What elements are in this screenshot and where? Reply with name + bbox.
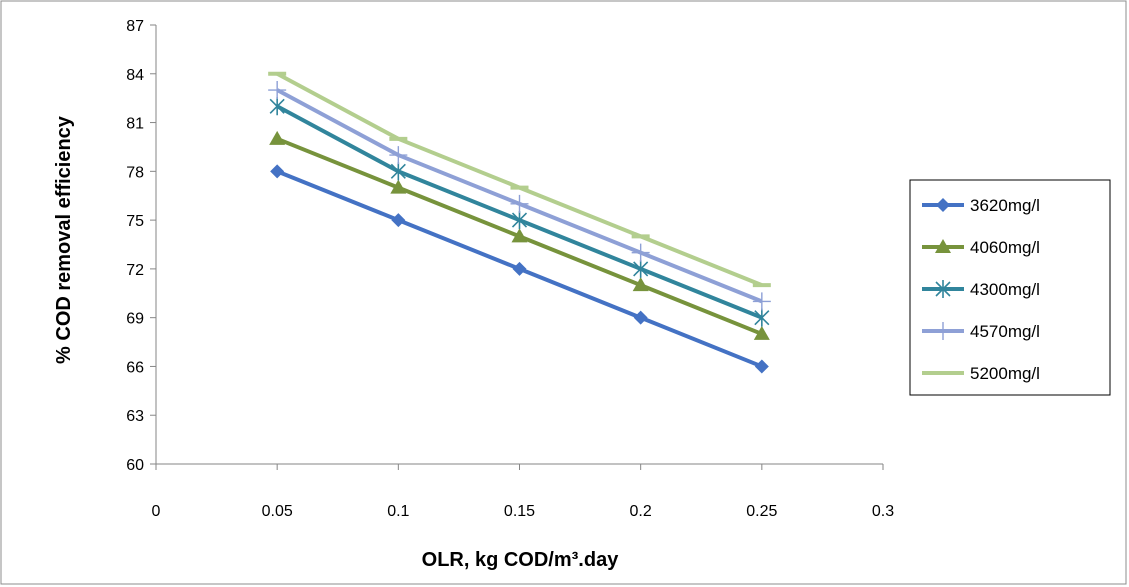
x-tick-label: 0.1 <box>387 503 409 520</box>
data-point <box>631 243 650 262</box>
x-tick-label: 0.2 <box>630 503 652 520</box>
legend-item: 4570mg/l <box>922 322 1040 341</box>
legend-item: 5200mg/l <box>922 364 1040 383</box>
data-point <box>510 194 529 213</box>
y-tick-label: 75 <box>126 213 144 230</box>
y-tick-label: 78 <box>126 164 144 181</box>
legend-label: 4060mg/l <box>970 238 1040 257</box>
data-point <box>390 179 407 194</box>
data-point <box>511 228 528 243</box>
data-point <box>269 97 285 116</box>
legend-marker <box>935 280 951 298</box>
data-point <box>269 130 286 145</box>
legend-label: 4570mg/l <box>970 322 1040 341</box>
y-tick-label: 84 <box>126 67 144 84</box>
data-point <box>270 164 285 179</box>
data-point <box>391 213 406 228</box>
data-point <box>389 146 408 165</box>
legend-item: 4300mg/l <box>922 280 1040 299</box>
data-point <box>511 211 528 230</box>
y-tick-label: 69 <box>126 311 144 328</box>
data-point <box>752 292 771 311</box>
data-point <box>754 308 770 327</box>
data-point <box>633 310 648 325</box>
y-tick-label: 72 <box>126 262 144 279</box>
legend-label: 3620mg/l <box>970 196 1040 215</box>
series-3620mg/l <box>270 164 769 374</box>
legend-label: 5200mg/l <box>970 364 1040 383</box>
y-tick-label: 60 <box>126 457 144 474</box>
series-layer <box>268 71 771 374</box>
y-tick-label: 87 <box>126 18 144 35</box>
series-4300mg/l <box>269 97 770 327</box>
y-axis-label: % COD removal efficiency <box>53 115 75 364</box>
data-point <box>754 359 769 374</box>
y-axis-ticks: 60 63 66 69 72 75 78 81 84 87 <box>126 18 156 474</box>
x-tick-label: 0.15 <box>504 503 535 520</box>
data-point <box>390 162 406 181</box>
series-4570mg/l <box>268 81 771 311</box>
legend-marker <box>934 322 952 340</box>
y-tick-label: 81 <box>126 116 144 133</box>
data-point <box>512 261 527 276</box>
y-tick-label: 66 <box>126 359 144 376</box>
data-point <box>633 259 649 278</box>
legend-label: 4300mg/l <box>970 280 1040 299</box>
legend-marker <box>936 198 950 212</box>
series-5200mg/l <box>268 71 771 288</box>
data-point <box>632 277 649 292</box>
x-axis-ticks: 0 0.05 0.1 0.15 0.2 0.25 0.3 <box>152 464 894 520</box>
series-4060mg/l <box>269 130 770 340</box>
x-tick-label: 0 <box>152 503 161 520</box>
data-point <box>753 325 770 340</box>
legend: 3620mg/l 4060mg/l 4300mg/l 4570mg/l 5200mg/l <box>909 179 1111 396</box>
x-tick-label: 0.25 <box>746 503 777 520</box>
data-point <box>268 81 287 100</box>
x-tick-label: 0.05 <box>262 503 293 520</box>
x-tick-label: 0.3 <box>872 503 894 520</box>
x-axis-label: OLR, kg COD/m³.day <box>422 549 620 571</box>
legend-item: 4060mg/l <box>922 238 1040 257</box>
legend-marker <box>935 239 951 253</box>
y-tick-label: 63 <box>126 408 144 425</box>
legend-item: 3620mg/l <box>922 196 1040 215</box>
